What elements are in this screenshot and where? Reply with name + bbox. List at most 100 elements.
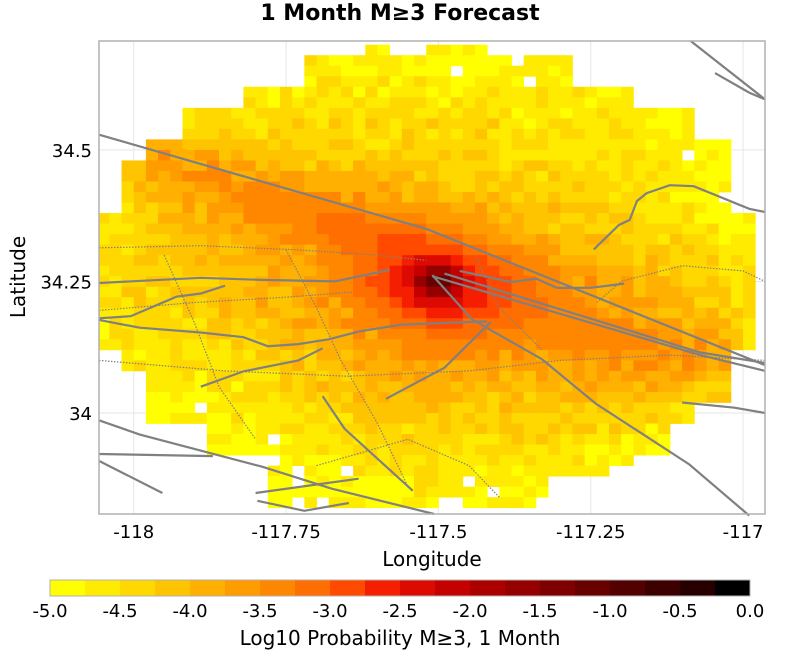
heat-cell [548,202,561,214]
heat-cell [609,255,622,267]
heat-cell [474,402,488,414]
heat-cell [243,255,256,267]
heat-cell [389,223,403,235]
heat-cell [438,339,451,351]
heat-cell [669,265,683,277]
heat-cell [487,139,500,151]
heat-cell [682,286,695,298]
heat-cell [414,139,427,151]
heat-cell [621,255,634,267]
heat-cell [682,118,695,130]
heat-cell [511,86,525,98]
heat-cell [621,192,634,203]
heat-cell [304,65,317,77]
heat-cell [669,297,683,309]
heat-cell [231,234,244,246]
heat-cell [694,255,707,267]
heat-cell [353,255,366,267]
heat-cell [474,328,488,340]
heat-cell [706,213,720,224]
heat-cell [645,107,659,119]
heat-cell [158,381,171,393]
heat-cell [389,381,403,393]
heat-cell [474,86,488,98]
heat-cell [438,455,451,466]
heat-cell [292,149,305,161]
heat-cell [487,412,500,424]
heat-cell [560,65,573,77]
heat-cell [609,455,622,466]
heat-cell [450,307,464,319]
heat-cell [145,307,159,319]
heat-cell [596,360,610,372]
heat-cell [523,149,537,161]
heat-cell [499,65,512,77]
heat-cell [328,97,342,109]
heat-cell [194,170,208,182]
heat-cell [487,181,500,193]
heat-cell [292,412,305,424]
heat-cell [621,370,634,382]
heat-cell [340,192,354,203]
heat-cell [657,234,671,246]
heat-cell [584,265,598,277]
heat-cell [487,149,500,161]
heat-cell [523,86,537,98]
heat-cell [267,497,281,509]
heat-cell [462,170,476,182]
heat-cell [438,444,451,456]
heat-cell [511,381,525,393]
heat-cell [584,286,598,298]
heat-cell [633,160,646,172]
heat-cell [694,297,707,309]
heat-cell [377,360,391,372]
heat-cell [121,244,135,256]
heat-cell [206,286,220,298]
heat-cell [304,370,317,382]
heat-cell [328,244,342,256]
heat-cell [243,328,256,340]
heat-cell [206,255,220,267]
heat-cell [487,455,500,466]
y-tick-label: 34 [69,404,92,425]
heat-cell [170,297,183,309]
heat-cell [377,192,391,203]
heat-cell [243,370,256,382]
heat-cell [499,465,512,477]
heat-cell [353,486,366,498]
heat-cell [194,223,208,235]
colorbar [49,579,751,597]
heat-cell [401,486,415,498]
heat-cell [328,128,342,140]
heat-cell [340,139,354,151]
heat-cell [279,149,293,161]
heat-cell [243,339,256,351]
heat-cell [511,65,525,77]
heat-cell [633,370,646,382]
heat-cell [584,118,598,130]
heat-cell [316,318,330,330]
heat-cell [243,423,256,435]
heat-cell [657,213,671,224]
heat-cell [353,244,366,256]
heat-cell [474,349,488,361]
heat-cell [389,360,403,372]
heat-cell [414,455,427,466]
heat-cell [353,192,366,203]
heat-cell [450,444,464,456]
heat-cell [365,339,378,351]
heat-cell [548,412,561,424]
heat-cell [474,381,488,393]
heat-cell [401,276,415,288]
heat-cell [743,286,756,298]
heat-cell [621,276,634,288]
heat-cell [182,149,196,161]
heat-cell [401,297,415,309]
heat-cell [462,255,476,267]
colorbar-tick-label: -2.0 [452,601,487,622]
heat-cell [219,391,232,403]
heat-cell [523,486,537,498]
heat-cell [145,276,159,288]
heat-cell [401,349,415,361]
heat-cell [706,170,720,182]
